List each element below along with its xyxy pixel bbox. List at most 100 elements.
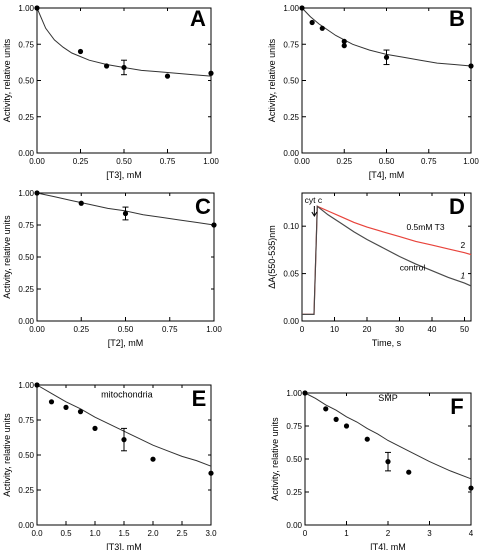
x-tick-label: 3.0	[205, 529, 217, 538]
x-tick-label: 0.00	[29, 325, 45, 334]
x-axis-label: [T4], mM	[370, 542, 406, 550]
panel-letter: E	[192, 386, 207, 411]
y-tick-label: 1.00	[286, 389, 302, 398]
y-tick-label: 0.00	[18, 317, 34, 326]
x-tick-label: 0.00	[294, 157, 310, 166]
panel-a: 0.00 0.25 0.50 0.75 1.00 0.00 0.25 0.50 0.75 1.00…	[2, 4, 219, 180]
panel-f: 0 1 2 3 4 0.00 0.25 0.50 0.75 1.00 [T4], mM Activit…	[270, 389, 474, 550]
x-tick-label: 0.75	[160, 157, 176, 166]
plot-frame	[36, 384, 212, 526]
data-point	[121, 437, 127, 443]
x-tick-label: 1.0	[89, 529, 101, 538]
series-line-control	[302, 205, 472, 315]
plot-frame	[301, 192, 472, 322]
data-point	[34, 5, 40, 11]
y-axis-label: Activity, relative units	[2, 38, 12, 122]
data-point	[319, 25, 325, 31]
data-point	[341, 43, 347, 49]
y-tick-label: 0.25	[18, 486, 34, 495]
data-point	[122, 210, 129, 217]
annotation-t3-label: 0.5mM T3	[406, 222, 444, 232]
data-point	[208, 70, 214, 76]
panel-letter: C	[195, 194, 211, 219]
y-tick-label: 0.00	[18, 521, 34, 530]
x-tick-label: 50	[460, 325, 469, 334]
annotation-arrowhead	[311, 211, 318, 217]
data-point	[385, 459, 391, 465]
data-point	[309, 19, 315, 26]
data-point	[302, 390, 308, 396]
data-point	[333, 416, 339, 422]
data-point	[323, 406, 329, 412]
x-axis-label: [T3], mM	[106, 542, 142, 550]
y-tick-label: 0.25	[286, 488, 302, 497]
x-tick-label: 0.50	[379, 157, 395, 166]
y-tick-label: 0.25	[18, 285, 34, 294]
y-axis-label: Activity, relative units	[267, 38, 277, 122]
y-tick-label: 0.00	[283, 149, 299, 158]
panel-b: 0.00 0.25 0.50 0.75 1.00 0.00 0.25 0.50 0.75 1.00…	[267, 4, 479, 180]
x-axis-label: [T3], mM	[106, 170, 142, 180]
data-point	[63, 404, 69, 410]
y-tick-label: 1.00	[18, 381, 34, 390]
y-axis-label: ΔA(550-535)nm	[267, 225, 277, 289]
x-tick-label: 10	[330, 325, 339, 334]
y-tick-label: 0.50	[283, 77, 299, 86]
panel-e: 0.0 0.5 1.0 1.5 2.0 2.5 3.0 0.00 0.25 0.50 0.75 1.0…	[2, 381, 217, 550]
panel-letter: F	[450, 394, 463, 419]
x-tick-label: 3	[427, 529, 432, 538]
data-point	[34, 190, 40, 196]
data-point	[150, 456, 156, 462]
x-tick-label: 2	[386, 529, 391, 538]
panel-letter: A	[190, 6, 206, 31]
x-tick-label: 1.00	[203, 157, 219, 166]
x-tick-label: 2.0	[147, 529, 159, 538]
x-axis-label: [T4], mM	[369, 170, 405, 180]
data-point	[208, 470, 214, 476]
y-tick-label: 0.75	[18, 221, 34, 230]
x-tick-label: 0	[300, 325, 305, 334]
data-point	[211, 222, 217, 228]
annotation-control-label: control	[400, 263, 426, 273]
y-tick-label: 0.25	[18, 113, 34, 122]
y-tick-label: 0.75	[283, 40, 299, 49]
x-tick-label: 0.50	[116, 157, 132, 166]
y-tick-label: 1.00	[18, 4, 34, 13]
data-point	[299, 5, 305, 11]
data-point	[343, 423, 350, 429]
x-tick-label: 0.25	[336, 157, 352, 166]
data-point	[92, 425, 98, 431]
x-tick-label: 0.75	[421, 157, 437, 166]
data-point	[104, 63, 110, 69]
x-tick-label: 0.75	[162, 325, 178, 334]
x-tick-label: 40	[428, 325, 437, 334]
annotation-curve-2: 2	[461, 240, 466, 250]
x-tick-label: 0.25	[73, 325, 89, 334]
x-tick-label: 0	[303, 529, 308, 538]
data-point	[121, 64, 127, 71]
x-tick-label: 1.00	[463, 157, 479, 166]
annotation-curve-1: 1	[461, 270, 466, 280]
data-point	[406, 469, 412, 475]
data-point	[341, 38, 347, 44]
panel-letter: B	[449, 6, 465, 31]
data-point	[164, 73, 171, 79]
annotation-mitochondria: mitochondria	[101, 390, 153, 400]
y-tick-label: 1.00	[283, 4, 299, 13]
plot-frame	[36, 7, 212, 154]
annotation-cyt-c: cyt c	[305, 195, 323, 205]
y-tick-label: 0.75	[18, 416, 34, 425]
fit-curve	[304, 392, 472, 480]
x-tick-label: 4	[469, 529, 474, 538]
x-axis-label: [T2], mM	[108, 338, 144, 348]
y-tick-label: 0.25	[283, 113, 299, 122]
data-point	[77, 409, 84, 415]
data-point	[48, 399, 55, 405]
x-tick-label: 1	[344, 529, 349, 538]
panel-d: 0 10 20 30 40 50 0.00 0.05 0.10 Time, s ΔA(550-535…	[267, 192, 472, 348]
y-tick-label: 0.05	[283, 270, 299, 279]
data-point	[77, 48, 84, 55]
y-tick-label: 0.00	[18, 149, 34, 158]
series-line-t3	[302, 205, 472, 315]
data-point	[34, 382, 40, 388]
